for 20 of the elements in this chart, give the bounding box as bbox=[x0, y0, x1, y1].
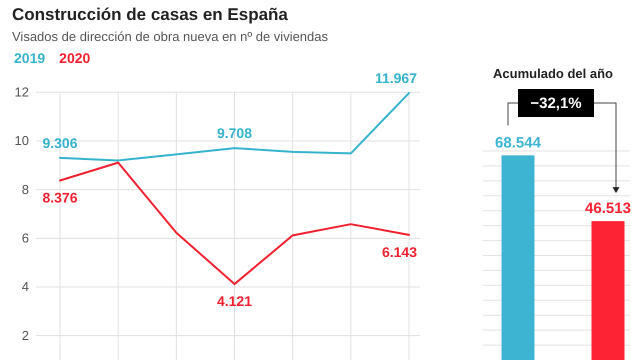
y-tick-label: 2 bbox=[22, 328, 29, 343]
data-label: 46.513 bbox=[585, 200, 631, 218]
y-tick-label: 12 bbox=[14, 84, 29, 100]
data-label: 9.708 bbox=[216, 125, 252, 142]
chart-subtitle: Visados de dirección de obra nueva en nº de viviendas bbox=[12, 29, 328, 44]
data-label: 68.544 bbox=[495, 134, 542, 152]
y-tick-label: 10 bbox=[14, 133, 29, 148]
data-label: 11.967 bbox=[374, 70, 418, 86]
data-label: 8.376 bbox=[42, 189, 78, 206]
chart-title: Acumulado del año bbox=[493, 66, 614, 81]
text: 2020 bbox=[59, 50, 91, 66]
text: −32,1% bbox=[530, 95, 582, 112]
chart-title: Construcción de casas en España bbox=[12, 5, 288, 24]
data-label: 6.143 bbox=[382, 244, 418, 260]
data-label: 4.121 bbox=[216, 293, 252, 310]
text: 2019 bbox=[14, 50, 46, 66]
y-tick-label: 8 bbox=[22, 182, 29, 197]
y-tick-label: 6 bbox=[22, 230, 29, 246]
data-label: 9.306 bbox=[42, 134, 78, 151]
y-tick-label: 4 bbox=[22, 279, 29, 294]
